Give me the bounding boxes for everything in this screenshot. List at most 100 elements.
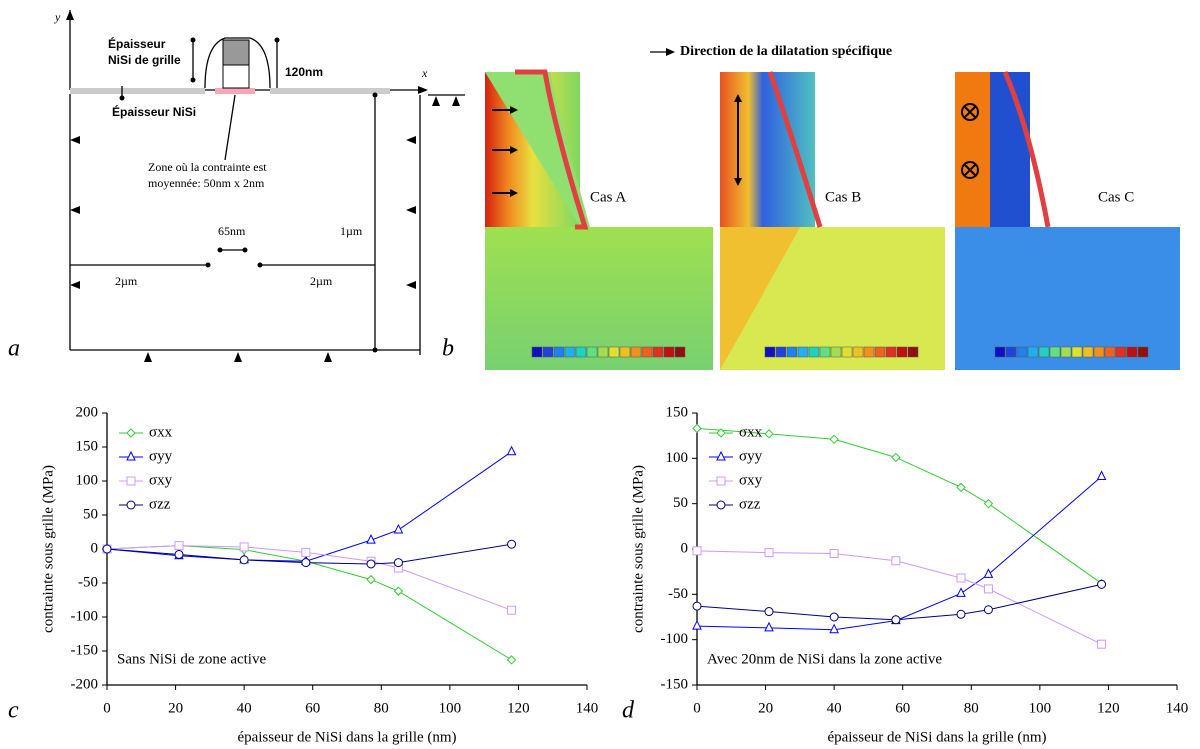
marker [366,534,376,544]
colorbar-cell [1137,346,1149,358]
y-tick-label: 50 [673,495,688,511]
marker [692,546,702,556]
colorbar-cell [1005,346,1017,358]
colorbar-cell [1060,346,1072,358]
marker [983,584,993,594]
legend-label: σzz [739,496,761,512]
legend-label: σxx [149,424,173,440]
axis-label: x [421,66,428,80]
colorbar-cell [674,346,686,358]
marker [983,605,993,615]
colorbar-cell [652,346,664,358]
panel-label: c [8,698,19,724]
panel-label: b [442,336,454,362]
case-label: Cas A [590,189,626,205]
marker [1096,470,1107,480]
colorbar-cell [1093,346,1105,358]
colorbar-cell [863,346,875,358]
marker [829,549,839,559]
colorbar-cell [1126,346,1138,358]
marker [507,539,517,549]
panel-label: d [622,698,635,724]
marker [983,568,994,578]
marker [301,558,311,568]
diagram-label: moyennée: 50nm x 2nm [148,176,265,190]
marker [829,612,839,622]
marker [891,452,901,463]
marker [956,587,966,597]
diagram-label: 120nm [285,65,323,79]
marker [506,655,517,665]
y-tick-label: 0 [91,540,99,556]
diagram-label: 2µm [115,274,138,288]
marker [956,609,966,619]
marker [716,428,726,438]
axis-label: y [54,10,61,24]
marker [692,619,702,630]
colorbar-cell [542,346,554,358]
marker [393,523,404,534]
marker [692,601,702,611]
marker [764,429,774,439]
gate-nisi [222,39,250,66]
marker [126,428,136,438]
colorbar-cell [1049,346,1061,358]
colorbar-cell [907,346,919,358]
colorbar-cell [764,346,776,358]
colorbar-cell [575,346,587,358]
diagram-label: NiSi de grille [108,53,181,67]
marker [126,500,136,510]
colorbar-cell [1104,346,1116,358]
nisi-layer [270,88,390,94]
marker [366,574,376,585]
marker [692,423,702,434]
annotation: Sans NiSi de zone active [117,651,266,667]
marker [174,541,184,551]
legend-label: σzz [149,496,171,512]
x-tick-label: 140 [1166,700,1189,716]
averaging-zone [215,88,255,94]
x-tick-label: 20 [168,700,183,716]
legend-label: σxy [739,472,763,488]
marker [393,586,404,596]
y-tick-label: -100 [71,608,99,624]
case-label: Cas B [825,189,861,205]
colorbar-cell [1082,346,1094,358]
colorbar-cell [531,346,543,358]
marker [829,623,839,634]
y-tick-label: 100 [666,450,689,466]
gate [222,64,250,89]
case-label: Cas C [1098,189,1134,205]
marker [891,615,901,625]
y-tick-label: -150 [71,642,99,658]
x-tick-label: 100 [1029,700,1052,716]
colorbar-cell [1071,346,1083,358]
marker [102,544,112,554]
marker [764,548,774,558]
diagram-label: Épaisseur NiSi [112,104,196,119]
x-axis-label: épaisseur de NiSi dans la grille (nm) [827,729,1046,745]
y-tick-label: -100 [661,631,689,647]
legend-label: σxx [739,424,763,440]
marker [301,547,311,557]
colorbar-cell [630,346,642,358]
colorbar-cell [641,346,653,358]
x-tick-label: 140 [576,700,599,716]
marker [393,558,403,568]
colorbar-cell [885,346,897,358]
y-tick-label: -50 [78,574,98,590]
marker [126,476,136,486]
x-tick-label: 80 [964,700,979,716]
colorbar-cell [797,346,809,358]
legend-label: σyy [149,448,173,464]
colorbar-cell [1016,346,1028,358]
marker [983,498,994,509]
y-tick-label: -50 [668,586,688,602]
marker [891,556,901,566]
marker [956,573,966,583]
marker [239,542,249,552]
marker [716,500,726,510]
colorbar-cell [994,346,1006,358]
y-tick-label: 150 [666,404,689,420]
x-tick-label: 80 [374,700,389,716]
